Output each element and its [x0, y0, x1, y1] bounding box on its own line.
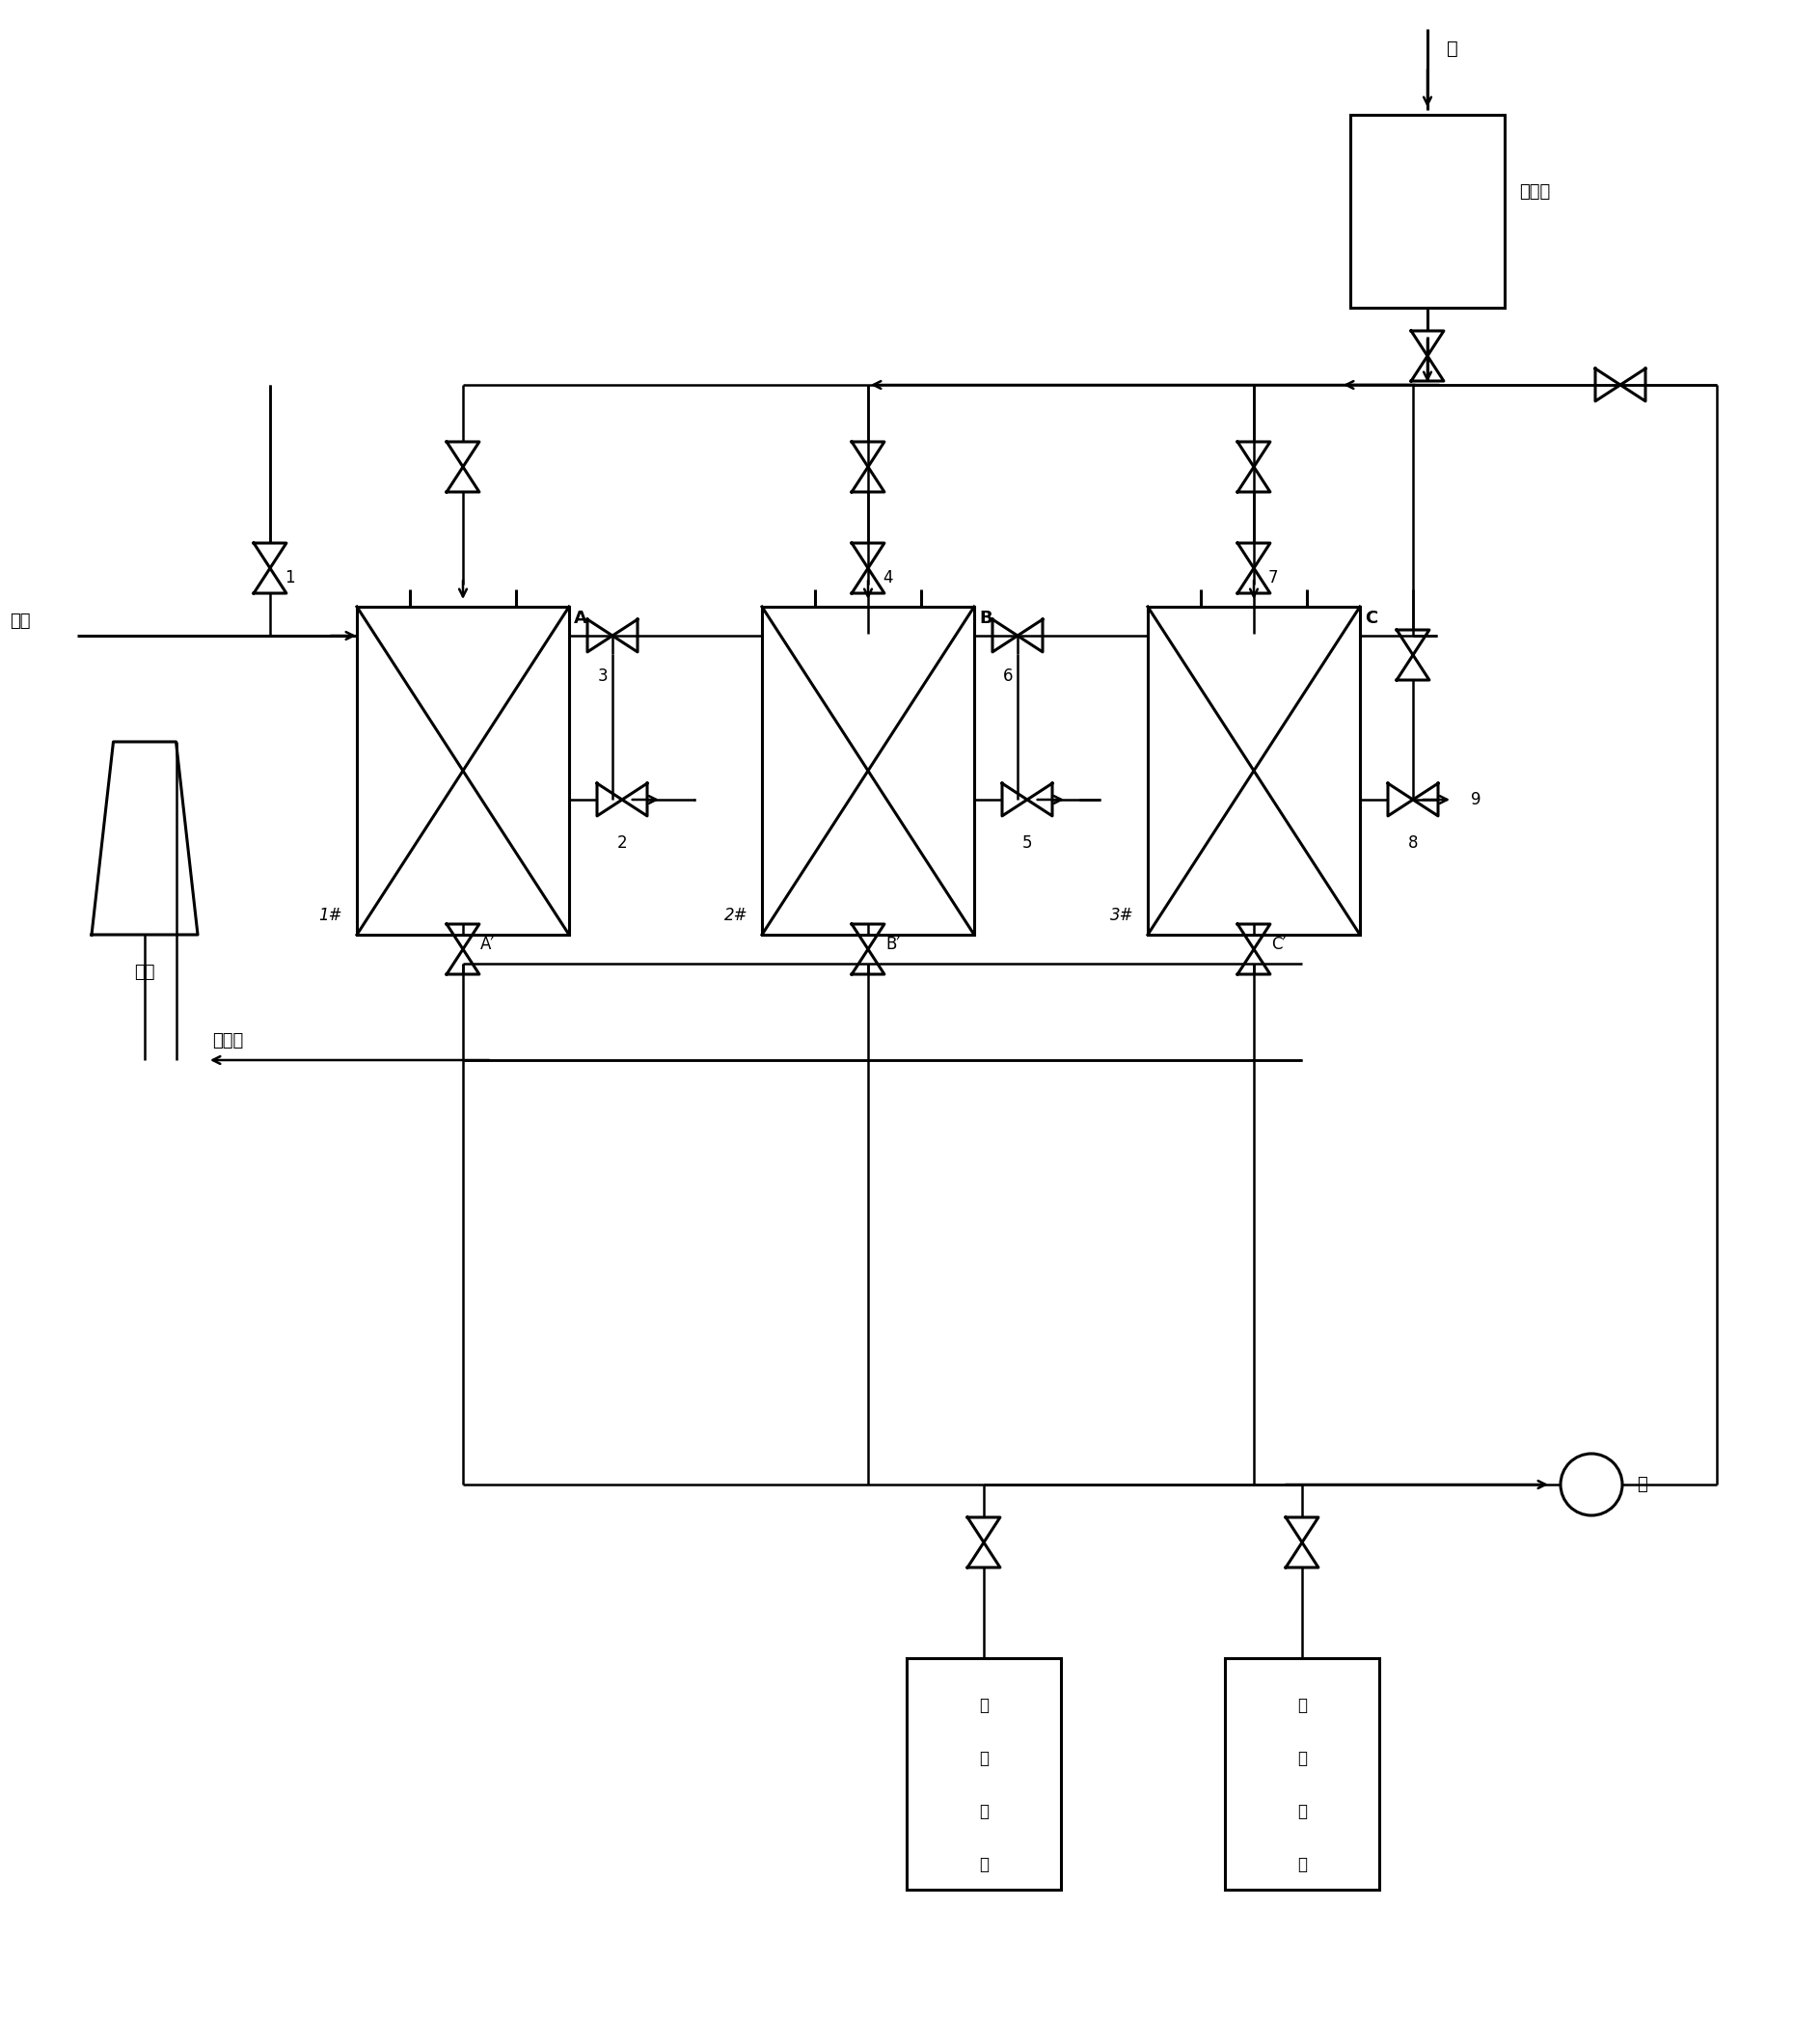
Text: 9: 9: [1470, 791, 1481, 807]
Text: C: C: [1364, 609, 1377, 628]
Text: C′: C′: [1271, 936, 1286, 953]
Text: 3#: 3#: [1110, 908, 1133, 924]
Text: 酸: 酸: [979, 1803, 988, 1821]
Text: 浓: 浓: [979, 1697, 988, 1715]
Bar: [1225, 1658, 1379, 1889]
Text: 酸: 酸: [1298, 1803, 1307, 1821]
Text: 槽: 槽: [1298, 1856, 1307, 1872]
Text: 烟囱: 烟囱: [134, 963, 154, 981]
Text: 5: 5: [1022, 834, 1033, 852]
Text: 1#: 1#: [319, 908, 342, 924]
Text: 热水槽: 热水槽: [1519, 184, 1551, 200]
Text: 泵: 泵: [1637, 1476, 1648, 1494]
Text: A: A: [574, 609, 588, 628]
Text: 烟气: 烟气: [9, 613, 30, 630]
Bar: [1148, 607, 1359, 934]
Text: 2#: 2#: [724, 908, 748, 924]
Text: 6: 6: [1002, 668, 1013, 685]
Text: 8: 8: [1408, 834, 1418, 852]
Text: 硫: 硫: [979, 1750, 988, 1768]
Bar: [1350, 114, 1504, 309]
Text: A′: A′: [481, 936, 495, 953]
Text: 2: 2: [617, 834, 628, 852]
Bar: [357, 607, 568, 934]
Text: 7: 7: [1268, 568, 1278, 587]
Text: 4: 4: [882, 568, 893, 587]
Text: 3: 3: [597, 668, 608, 685]
Text: 1: 1: [285, 568, 294, 587]
Text: 水: 水: [1447, 39, 1458, 57]
Text: B′: B′: [886, 936, 900, 953]
Bar: [762, 607, 974, 934]
Text: 硫: 硫: [1298, 1750, 1307, 1768]
Text: 槽: 槽: [979, 1856, 988, 1872]
Bar: [907, 1658, 1061, 1889]
Text: B: B: [979, 609, 992, 628]
Text: 净化气: 净化气: [212, 1032, 244, 1049]
Text: 稀: 稀: [1298, 1697, 1307, 1715]
